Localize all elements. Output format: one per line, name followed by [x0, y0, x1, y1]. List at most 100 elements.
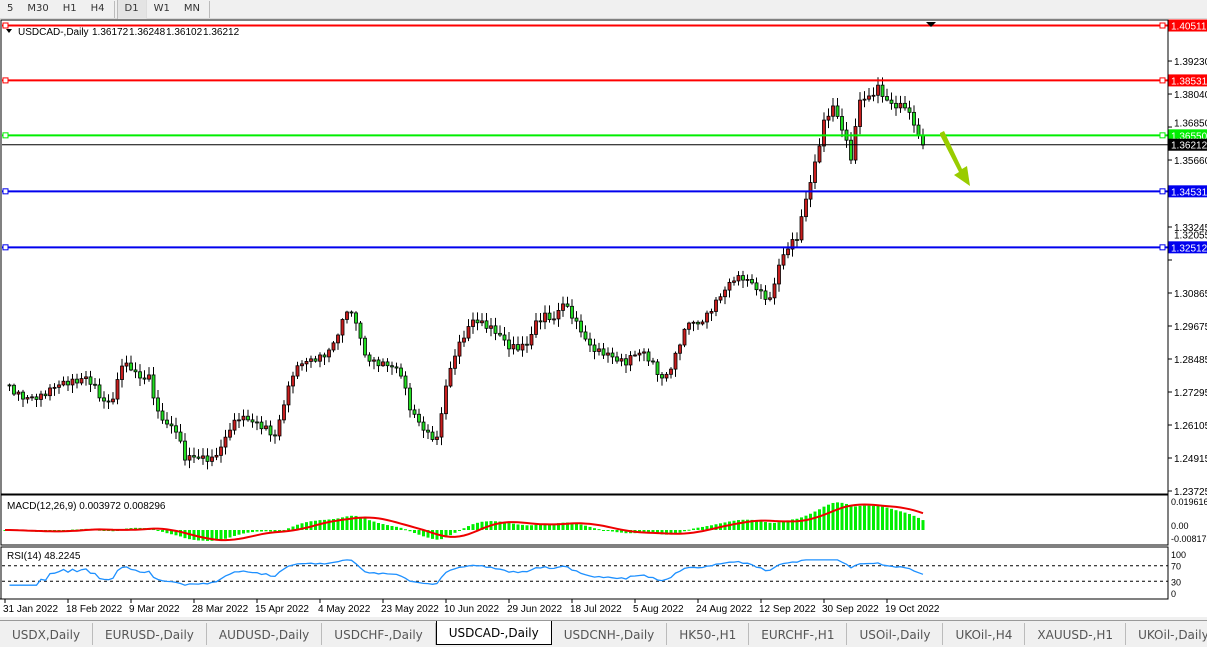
candle-body: [799, 216, 804, 241]
candle-body: [475, 319, 480, 324]
tab-usdchf-daily[interactable]: USDCHF-,Daily: [322, 623, 436, 645]
candle-body: [304, 361, 309, 365]
macd-histogram-bar: [368, 520, 371, 530]
macd-histogram-bar: [323, 519, 326, 530]
timeframe-toolbar: 5 M30 H1 H4 D1 W1 MN: [0, 0, 1207, 19]
macd-histogram-bar: [219, 530, 223, 540]
level-handle: [1159, 132, 1166, 139]
candle-body: [273, 434, 277, 437]
timeframe-w1[interactable]: W1: [153, 2, 170, 14]
macd-histogram-bar: [849, 506, 853, 530]
tab-ukoil-daily[interactable]: UKOil-,Daily: [1126, 623, 1207, 645]
candle-body: [264, 425, 268, 430]
candle-body: [556, 309, 561, 320]
macd-histogram-bar: [674, 530, 677, 534]
candle-body: [399, 367, 403, 377]
candle-body: [426, 429, 430, 433]
macd-histogram-bar: [350, 515, 353, 530]
macd-histogram-bar: [215, 530, 218, 541]
candle-body: [768, 297, 772, 300]
ohlc-high: 1.36248: [129, 27, 166, 38]
candle-body: [642, 351, 646, 354]
macd-histogram-bar: [741, 519, 745, 530]
candle-body: [435, 436, 439, 440]
level-price-label: 1.38531: [1171, 76, 1207, 87]
macd-histogram-bar: [876, 505, 880, 530]
macd-histogram-bar: [278, 530, 281, 532]
chart-canvas[interactable]: 1.40511 1.38531 1.36550 1.34531 1.32512 1.362…: [0, 19, 1207, 617]
tab-xauusd-h1[interactable]: XAUUSD-,H1: [1025, 623, 1127, 645]
candle-body: [525, 343, 529, 346]
candle-body: [547, 312, 552, 321]
tab-hk50-h1[interactable]: HK50-,H1: [667, 623, 750, 645]
macd-histogram-bar: [683, 530, 686, 532]
rsi-axis-label: 100: [1171, 550, 1186, 560]
candle-body: [372, 359, 376, 362]
macd-histogram-bar: [768, 522, 772, 530]
macd-histogram-bar: [224, 530, 227, 539]
x-tick-label: 31 Jan 2022: [3, 604, 58, 615]
level-price-tag: [1168, 74, 1207, 87]
level-price-tag: [1168, 241, 1207, 254]
candle-body: [448, 367, 453, 387]
tab-eurusd-daily[interactable]: EURUSD-,Daily: [93, 623, 207, 645]
candle-body: [39, 393, 43, 400]
tab-usoil-daily[interactable]: USOil-,Daily: [847, 623, 944, 645]
macd-histogram-bar: [183, 530, 187, 539]
chart-window[interactable]: 1.40511 1.38531 1.36550 1.34531 1.32512 1.362…: [0, 19, 1207, 617]
tab-usdx-daily[interactable]: USDX,Daily: [0, 623, 94, 645]
level-handle: [1159, 244, 1166, 251]
timeframe-h4[interactable]: H4: [90, 2, 105, 14]
candle-body: [241, 415, 246, 421]
tab-audusd-daily[interactable]: AUDUSD-,Daily: [207, 623, 323, 645]
timeframe-h1[interactable]: H1: [62, 2, 77, 14]
candle-body: [79, 378, 84, 384]
y-tick-label: 1.26105: [1174, 421, 1207, 432]
candle-body: [912, 111, 916, 126]
current-price-tag: [1168, 138, 1207, 151]
y-tick-label: 1.28485: [1174, 355, 1207, 366]
candle-body: [777, 264, 781, 285]
macd-histogram-bar: [471, 524, 475, 530]
candle-body: [331, 342, 336, 351]
candle-body: [885, 96, 889, 101]
macd-histogram-bar: [818, 509, 821, 530]
macd-histogram-bar: [503, 522, 506, 530]
tab-eurchf-h1[interactable]: EURCHF-,H1: [749, 623, 848, 645]
timeframe-m5[interactable]: 5: [7, 2, 14, 14]
macd-histogram-bar: [705, 526, 709, 530]
ohlc-low: 1.36102: [166, 27, 203, 38]
macd-histogram-bar: [345, 516, 349, 530]
toolbar-separator: [208, 0, 210, 18]
tab-usdcad-daily[interactable]: USDCAD-,Daily: [435, 621, 552, 645]
rsi-panel-frame: [0, 546, 1169, 600]
macd-histogram-bar: [786, 520, 790, 530]
timeframe-d1[interactable]: D1: [116, 0, 147, 19]
macd-histogram-bar: [557, 523, 560, 530]
macd-histogram-bar: [516, 524, 520, 530]
symbol-menu-icon[interactable]: [6, 29, 12, 33]
macd-histogram-bar: [512, 523, 515, 530]
macd-histogram-bar: [881, 506, 884, 530]
macd-histogram-bar: [917, 517, 920, 530]
x-tick-label: 23 May 2022: [381, 604, 439, 615]
macd-histogram-bar: [615, 530, 619, 533]
candle-body: [579, 320, 583, 333]
macd-histogram-bar: [764, 522, 767, 530]
macd-histogram-bar: [543, 523, 547, 530]
candle-body: [754, 282, 759, 291]
y-tick-label: 1.23725: [1174, 487, 1207, 498]
candle-body: [381, 361, 385, 367]
macd-histogram-bar: [422, 530, 425, 537]
candle-body: [57, 384, 61, 388]
timeframe-mn[interactable]: MN: [183, 2, 200, 14]
x-tick-label: 12 Sep 2022: [759, 604, 816, 615]
timeframe-m30[interactable]: M30: [27, 2, 49, 14]
candle-body: [660, 374, 664, 379]
candle-body: [466, 326, 471, 339]
macd-histogram-bar: [327, 519, 331, 530]
tab-usdcnh-daily[interactable]: USDCNH-,Daily: [552, 623, 668, 645]
candle-body: [745, 279, 750, 281]
candle-body: [867, 95, 871, 100]
tab-ukoil-h4[interactable]: UKOil-,H4: [943, 623, 1026, 645]
